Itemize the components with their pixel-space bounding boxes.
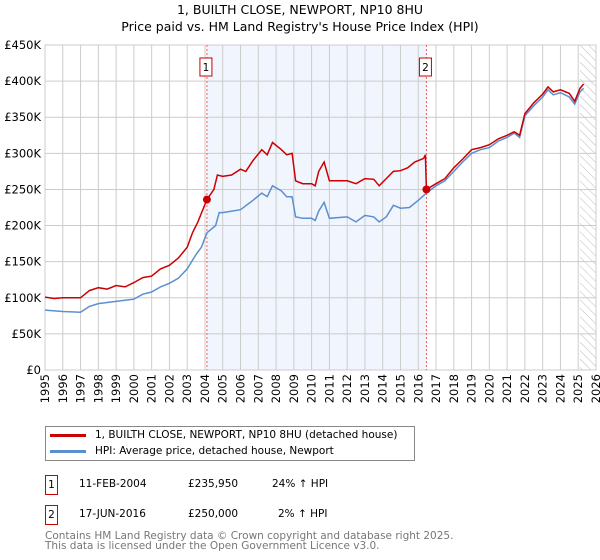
- legend-label: HPI: Average price, detached house, Newp…: [95, 445, 334, 457]
- x-tick-label: 2009: [287, 374, 301, 403]
- y-tick-label: £150K: [4, 255, 41, 269]
- y-tick-label: £200K: [4, 219, 41, 233]
- x-tick-label: 2002: [162, 374, 176, 403]
- chart-subtitle: Price paid vs. HM Land Registry's House …: [121, 19, 479, 34]
- series-line: [44, 83, 585, 300]
- transaction-row: 1 11-FEB-2004 £235,950 24% ↑ HPI: [45, 475, 465, 495]
- x-tick-label: 2024: [553, 374, 567, 403]
- transaction-label-box: [418, 57, 432, 77]
- y-tick-label: £100K: [4, 291, 41, 305]
- chart-title: 1, BUILTH CLOSE, NEWPORT, NP10 8HU: [176, 2, 424, 17]
- plot-area: £0 £50K £100K £150K £200K £250K £300K £350K £400…: [4, 38, 600, 403]
- legend-swatch: [50, 433, 86, 437]
- x-tick-label: 2001: [145, 374, 159, 403]
- x-tick-label: 2014: [376, 374, 390, 403]
- x-tick-label: 2021: [500, 374, 514, 403]
- transaction-hpi: 24% ↑ HPI: [272, 478, 329, 490]
- x-tick-label: 1995: [38, 374, 52, 403]
- transaction-badge: 2: [45, 505, 58, 525]
- y-tick-label: £400K: [4, 74, 41, 88]
- x-tick-label: 2000: [127, 374, 141, 403]
- x-tick-label: 1997: [74, 374, 88, 403]
- y-tick-label: £450K: [4, 38, 41, 52]
- transaction-price: £235,950: [188, 478, 239, 490]
- legend-item-property: 1, BUILTH CLOSE, NEWPORT, NP10 8HU (deta…: [50, 429, 397, 441]
- sale-period-shading: [206, 45, 427, 370]
- x-tick-label: 2004: [198, 374, 212, 403]
- x-tick-label: 2007: [251, 374, 265, 403]
- x-tick-label: 2020: [482, 374, 496, 403]
- x-tick-label: 2015: [393, 374, 407, 403]
- y-tick-label: £350K: [4, 110, 41, 124]
- x-tick-label: 2017: [429, 374, 443, 403]
- legend: 1, BUILTH CLOSE, NEWPORT, NP10 8HU (deta…: [45, 426, 415, 461]
- x-tick-label: 2013: [358, 374, 372, 403]
- transaction-label: 1: [203, 62, 210, 74]
- y-tick-label: £0: [26, 363, 41, 377]
- transaction-label: 2: [422, 62, 429, 74]
- x-tick-label: 2010: [305, 374, 319, 403]
- forecast-hatch: [580, 45, 596, 370]
- x-tick-label: 2019: [465, 374, 479, 403]
- plot-border: [44, 44, 597, 371]
- footer: Contains HM Land Registry data © Crown c…: [45, 530, 454, 552]
- x-tick-label: 2012: [340, 374, 354, 403]
- footer-line: This data is licensed under the Open Gov…: [45, 540, 380, 552]
- x-tick-label: 2008: [269, 374, 283, 403]
- transaction-row: 2 17-JUN-2016 £250,000 2% ↑ HPI: [45, 505, 465, 525]
- x-tick-label: 2026: [589, 374, 600, 403]
- transaction-label-box: [199, 57, 213, 77]
- transaction-date: 11-FEB-2004: [79, 478, 147, 490]
- x-tick-label: 1998: [91, 374, 105, 403]
- legend-swatch: [50, 449, 86, 453]
- series-line: [44, 87, 585, 313]
- y-tick-label: £50K: [12, 327, 42, 341]
- x-tick-label: 2023: [536, 374, 550, 403]
- x-tick-label: 1996: [56, 374, 70, 403]
- transaction-point: [202, 195, 211, 204]
- legend-label: 1, BUILTH CLOSE, NEWPORT, NP10 8HU (deta…: [95, 429, 398, 441]
- transaction-price: £250,000: [188, 508, 239, 520]
- x-tick-label: 2022: [518, 374, 532, 403]
- transaction-point: [422, 185, 431, 194]
- x-tick-label: 2005: [216, 374, 230, 403]
- x-tick-label: 2003: [180, 374, 194, 403]
- x-tick-label: 2016: [411, 374, 425, 403]
- x-tick-label: 2018: [447, 374, 461, 403]
- x-tick-label: 1999: [109, 374, 123, 403]
- y-tick-label: £250K: [4, 182, 41, 196]
- legend-item-hpi: HPI: Average price, detached house, Newp…: [50, 445, 334, 457]
- transaction-hpi: 2% ↑ HPI: [278, 508, 328, 520]
- footer-line: Contains HM Land Registry data © Crown c…: [45, 530, 454, 542]
- transaction-date: 17-JUN-2016: [79, 508, 146, 520]
- x-tick-label: 2025: [571, 374, 585, 403]
- transaction-badge: 1: [45, 475, 58, 495]
- x-tick-label: 2006: [234, 374, 248, 403]
- y-tick-label: £300K: [4, 146, 41, 160]
- x-tick-label: 2011: [322, 374, 336, 403]
